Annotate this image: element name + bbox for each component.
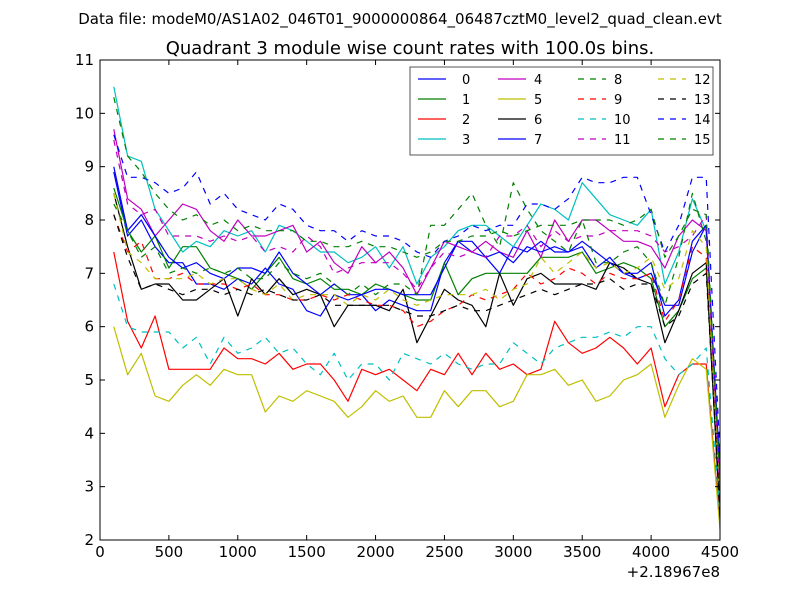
x-offset-label: +2.18967e8 (627, 563, 720, 581)
x-tick-label: 0 (95, 543, 105, 561)
y-tick-label: 2 (84, 531, 94, 549)
series-line-0 (113, 171, 720, 487)
legend-label-15: 15 (694, 133, 711, 148)
y-tick-label: 9 (84, 158, 94, 176)
x-tick-label: 3000 (494, 543, 532, 561)
series-group (113, 86, 720, 530)
series-line-10 (113, 283, 720, 514)
legend-label-2: 2 (462, 113, 470, 128)
y-tick-label: 8 (84, 211, 94, 229)
data-file-label: Data file: modeM0/AS1A02_046T01_90000008… (78, 10, 722, 29)
x-tick-label: 4500 (701, 543, 739, 561)
y-tick-label: 10 (75, 104, 94, 122)
series-line-2 (113, 251, 720, 525)
legend-label-9: 9 (614, 93, 622, 108)
x-tick-label: 500 (155, 543, 184, 561)
legend-label-5: 5 (534, 93, 542, 108)
x-tick-label: 1500 (288, 543, 326, 561)
legend-label-14: 14 (694, 113, 711, 128)
y-tick-label: 6 (84, 318, 94, 336)
y-tick-label: 11 (75, 51, 94, 69)
legend-label-3: 3 (462, 133, 470, 148)
y-tick-label: 3 (84, 478, 94, 496)
series-line-3 (113, 86, 720, 477)
y-tick-label: 4 (84, 424, 94, 442)
legend-label-6: 6 (534, 113, 542, 128)
plot-area: 0 500 1000 1500 2000 2500 3000 3500 4000 4500 2 3 4 5… (75, 51, 739, 581)
legend-label-1: 1 (462, 93, 470, 108)
chart-title: Quadrant 3 module wise count rates with … (166, 38, 655, 59)
series-line-8 (113, 182, 720, 514)
series-line-12 (113, 193, 720, 503)
x-tick-label: 2000 (356, 543, 394, 561)
legend-label-13: 13 (694, 93, 711, 108)
series-line-5 (113, 326, 720, 530)
x-tick-label: 3500 (563, 543, 601, 561)
legend-label-10: 10 (614, 113, 631, 128)
legend-label-11: 11 (614, 133, 631, 148)
x-tick-label: 2500 (425, 543, 463, 561)
series-line-15 (113, 97, 720, 482)
x-tick-label: 4000 (632, 543, 670, 561)
plot-frame (99, 59, 721, 541)
x-tick-label: 1000 (219, 543, 257, 561)
legend-label-7: 7 (534, 133, 542, 148)
series-line-7 (113, 166, 720, 471)
series-line-14 (113, 134, 720, 455)
series-line-9 (113, 214, 720, 509)
series-line-13 (113, 214, 720, 509)
legend-box (409, 66, 714, 156)
legend-label-12: 12 (694, 73, 711, 88)
series-line-6 (113, 193, 720, 519)
y-tick-label: 5 (84, 371, 94, 389)
legend-label-8: 8 (614, 73, 622, 88)
legend-label-0: 0 (462, 73, 470, 88)
legend-label-4: 4 (534, 73, 542, 88)
y-tick-label: 7 (84, 264, 94, 282)
series-line-1 (113, 187, 720, 514)
